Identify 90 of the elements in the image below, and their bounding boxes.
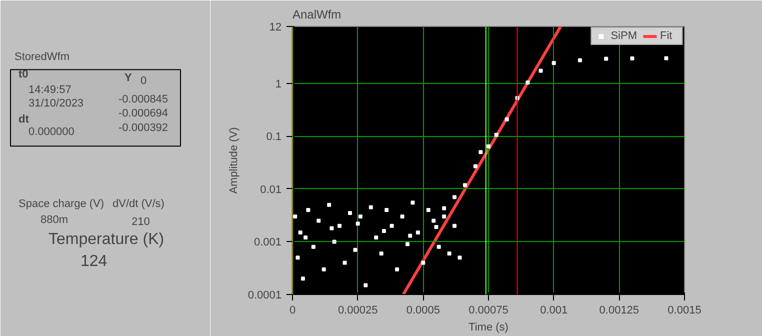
point — [400, 214, 404, 219]
point — [494, 132, 498, 137]
x-tick-label: 0.0005 — [406, 304, 440, 316]
point — [364, 283, 368, 288]
text: 31/10/2023 — [28, 97, 84, 110]
point — [296, 256, 300, 260]
text: 0 — [140, 74, 147, 87]
point — [452, 195, 457, 200]
text: -0.000694 — [118, 108, 168, 120]
point — [390, 224, 394, 228]
legend-label: Fit — [660, 30, 674, 42]
point — [338, 224, 342, 228]
text: Temperature (K) — [48, 230, 164, 248]
point — [552, 61, 556, 65]
point — [462, 183, 467, 188]
x-tick-label: 0.00025 — [338, 304, 378, 316]
x-tick-label: 0.0015 — [668, 304, 702, 316]
x-tick-label: 0.001 — [540, 304, 568, 316]
point — [300, 276, 305, 281]
point — [327, 202, 332, 207]
point — [452, 224, 457, 228]
point — [604, 56, 608, 61]
point — [416, 230, 420, 234]
text: Space charge (V) — [18, 198, 104, 210]
point — [432, 218, 436, 223]
point — [578, 58, 582, 62]
point — [293, 214, 298, 219]
point — [395, 267, 400, 272]
point — [436, 244, 441, 249]
point — [332, 240, 336, 244]
point — [342, 260, 347, 265]
point — [384, 208, 389, 212]
text: dV/dt (V/s) — [112, 198, 164, 210]
y-tick-label: 0.1 — [266, 131, 282, 144]
text: StoredWfm — [14, 51, 70, 64]
point — [382, 228, 386, 233]
point — [410, 200, 415, 205]
point — [426, 208, 430, 212]
point — [330, 226, 334, 230]
point — [664, 56, 668, 60]
x-tick-label: 0.00075 — [468, 304, 508, 316]
point — [447, 251, 452, 256]
point — [374, 236, 378, 240]
point — [304, 236, 308, 240]
point — [473, 164, 478, 168]
point — [458, 256, 462, 260]
point — [316, 218, 321, 223]
text: -0.000845 — [118, 93, 168, 106]
point — [368, 205, 373, 210]
point — [348, 211, 352, 216]
legend-label: SiPM — [610, 30, 637, 42]
point — [322, 267, 326, 272]
text: 880m — [40, 214, 68, 226]
point — [298, 230, 302, 234]
point — [421, 260, 426, 265]
chart-title: AnalWfm — [292, 8, 342, 22]
text: dt — [18, 113, 30, 126]
point — [504, 117, 509, 122]
point — [538, 68, 543, 73]
y-tick-label: 1 — [275, 78, 282, 90]
point — [306, 208, 310, 212]
point — [478, 150, 483, 154]
point — [356, 222, 360, 226]
point — [358, 214, 362, 219]
y-tick-label: 12 — [269, 22, 282, 34]
point — [353, 248, 358, 252]
text: Y — [124, 72, 132, 84]
x-tick-label: 0.00125 — [599, 304, 640, 316]
y-tick-label: 0.0001 — [248, 290, 282, 302]
point — [630, 56, 634, 60]
point — [486, 144, 490, 148]
text: t0 — [18, 68, 28, 81]
point — [434, 225, 438, 230]
point — [442, 206, 446, 210]
text: 14:49:57 — [28, 84, 72, 96]
point — [442, 214, 446, 219]
text: 124 — [80, 253, 108, 270]
point — [408, 234, 412, 238]
point — [379, 251, 384, 256]
text: 210 — [132, 216, 150, 228]
y-tick-label: 0.01 — [260, 184, 282, 196]
y-axis-title: Amplitude (V) — [228, 127, 240, 194]
text: 0.000000 — [28, 126, 74, 138]
point — [526, 80, 530, 85]
point — [311, 244, 316, 249]
x-axis-title: Time (s) — [468, 322, 508, 334]
point — [405, 242, 410, 246]
y-tick-label: 0.001 — [254, 236, 282, 249]
x-tick-label: 0 — [289, 304, 296, 316]
text: -0.000392 — [118, 122, 168, 134]
